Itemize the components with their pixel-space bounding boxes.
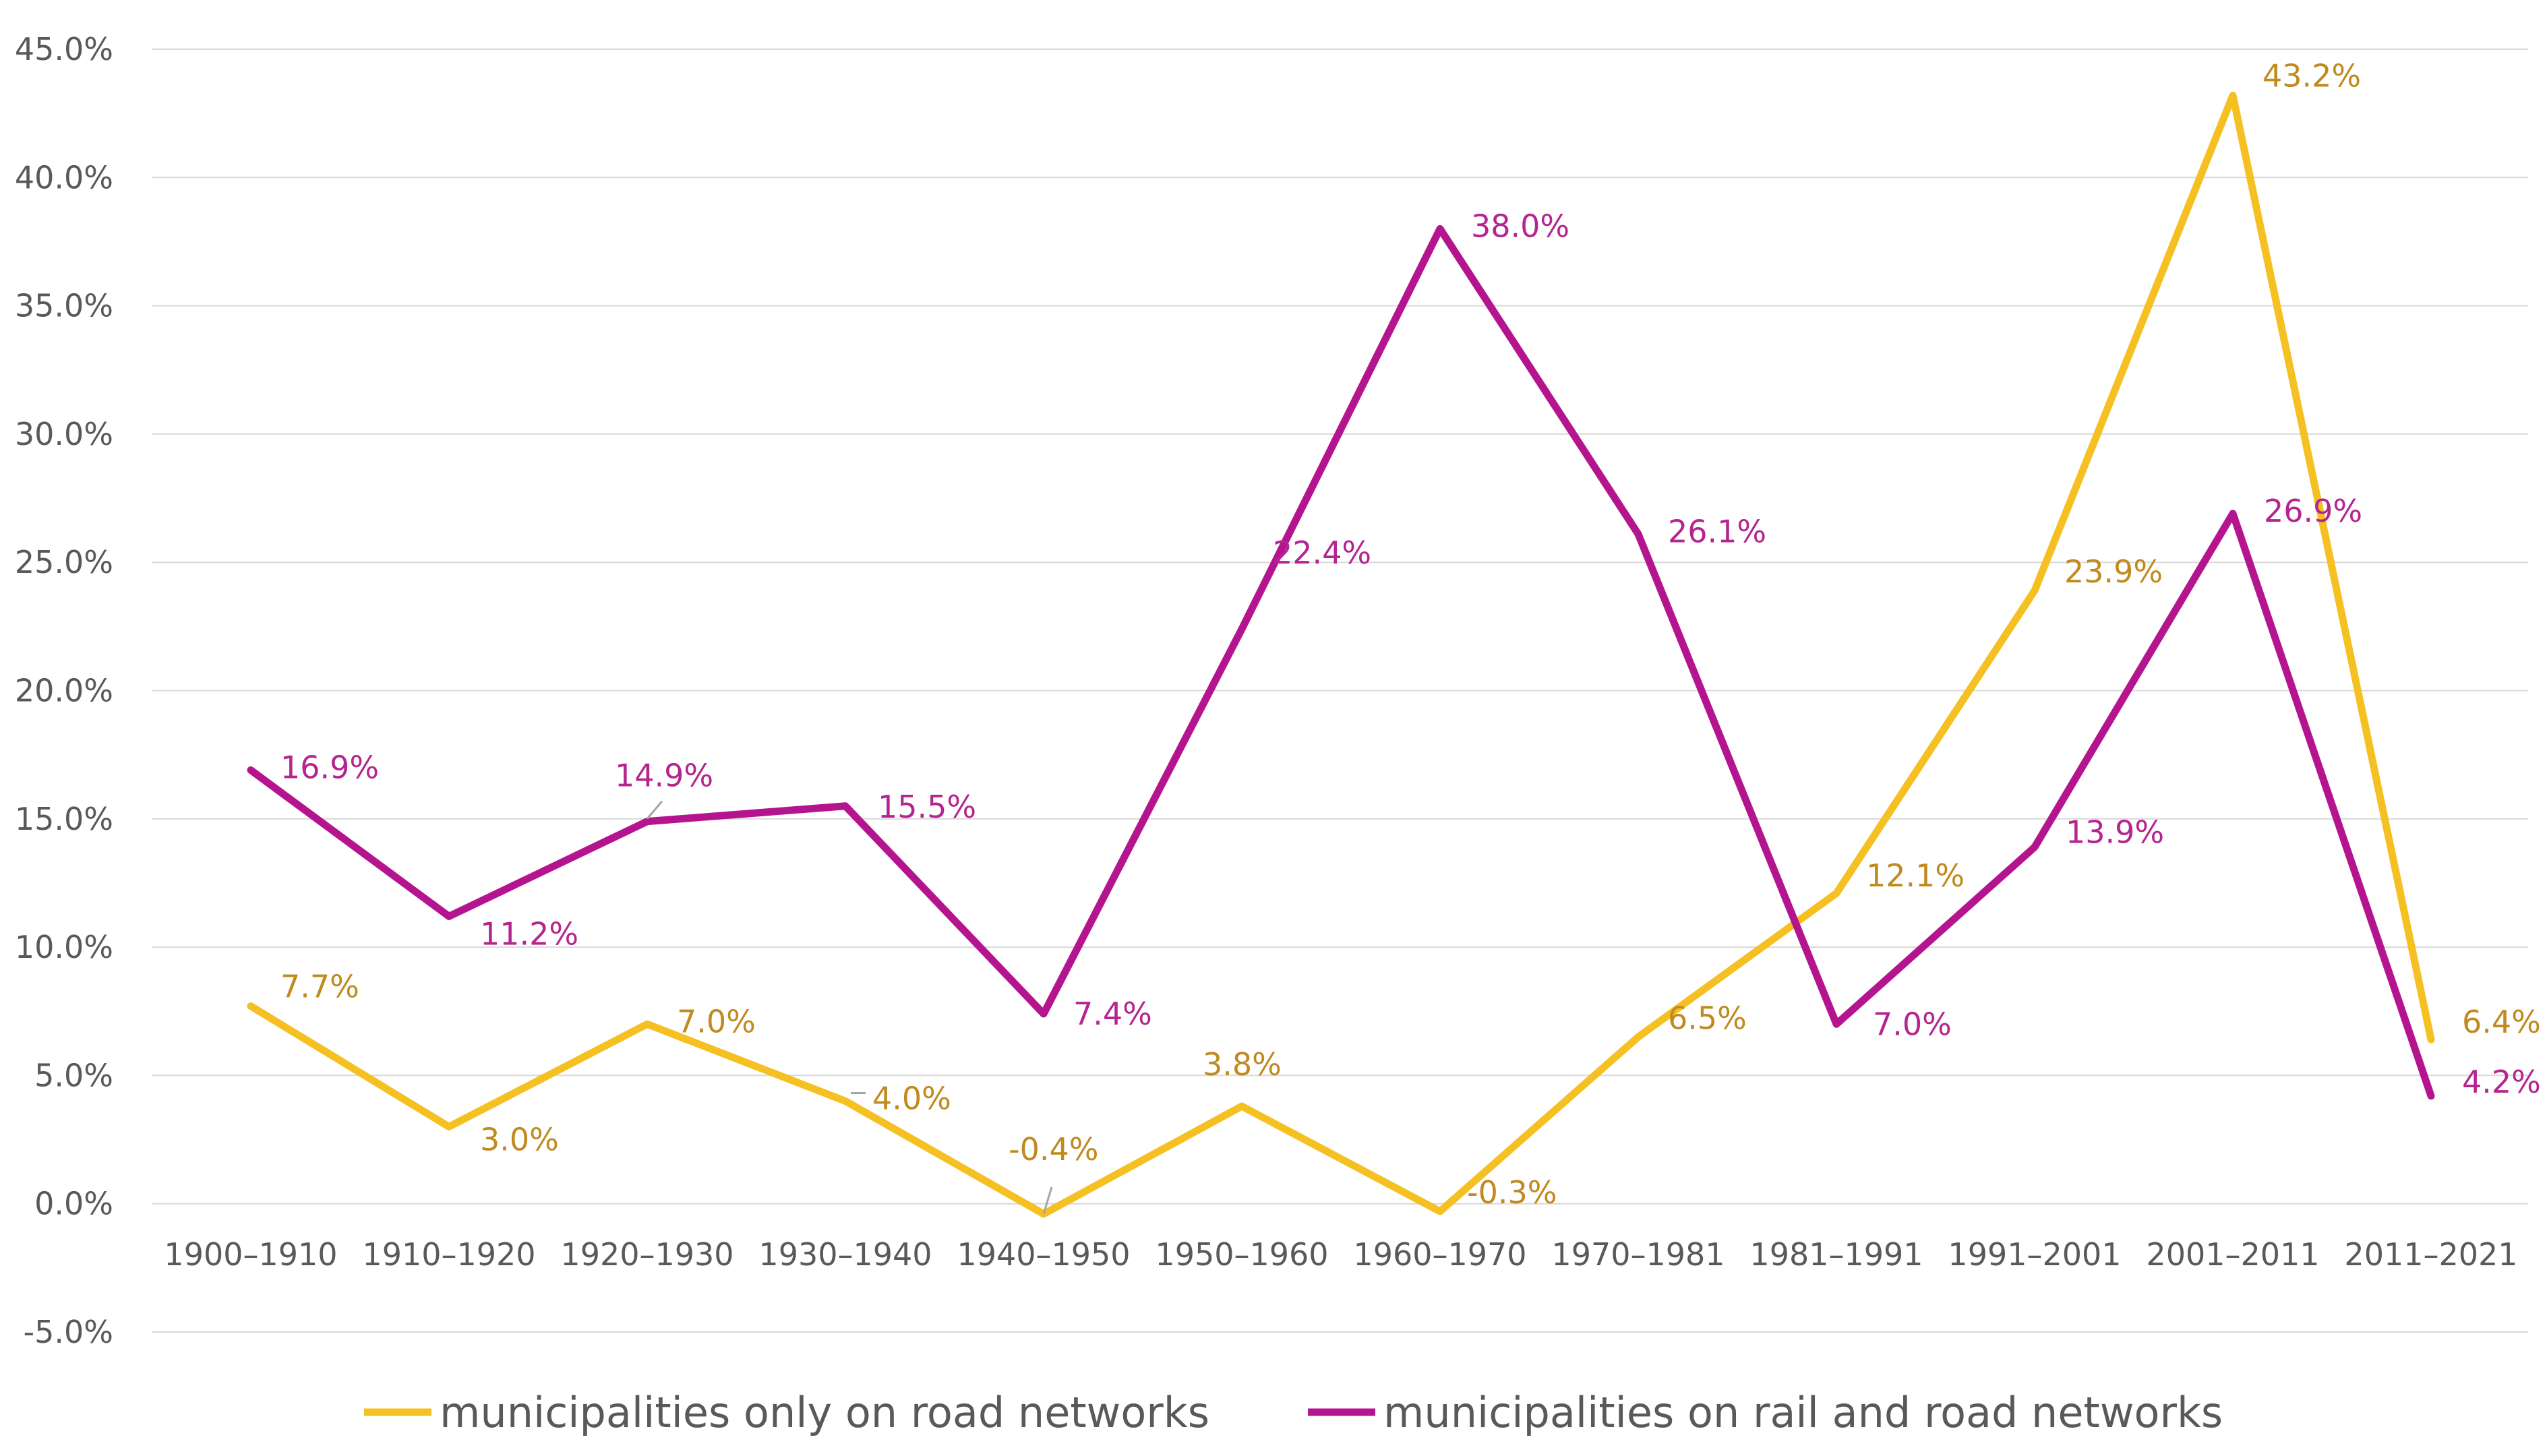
data-label: 16.9%	[280, 749, 379, 785]
series-line-road-only	[247, 92, 2435, 1218]
y-tick-label: -5.0%	[24, 1314, 113, 1350]
x-tick-label: 2011–2021	[2344, 1236, 2517, 1273]
y-tick-label: 35.0%	[15, 288, 113, 324]
leader-line	[1042, 1186, 1053, 1215]
x-tick-label: 2001–2011	[2146, 1236, 2319, 1273]
data-label: 6.4%	[2462, 1004, 2541, 1040]
x-tick-label: 1991–2001	[1948, 1236, 2121, 1273]
gridlines	[152, 49, 2528, 1333]
data-label: 38.0%	[1471, 208, 1569, 244]
y-tick-label: 20.0%	[15, 673, 113, 709]
data-label: 3.8%	[1203, 1046, 1282, 1083]
data-label: 15.5%	[878, 789, 976, 825]
y-tick-label: 40.0%	[15, 159, 113, 195]
data-label: 11.2%	[480, 915, 578, 952]
data-label: 13.9%	[2066, 814, 2164, 851]
y-tick-label: 45.0%	[15, 31, 113, 67]
data-label: -0.3%	[1467, 1174, 1557, 1211]
data-label: -0.4%	[1009, 1131, 1098, 1167]
y-tick-label: 5.0%	[34, 1057, 113, 1093]
x-tick-label: 1910–1920	[362, 1236, 535, 1273]
data-label: 7.7%	[280, 969, 359, 1005]
y-axis-ticks: 45.0% 40.0% 35.0% 30.0% 25.0% 20.0% 15.0% 10.0%…	[15, 31, 113, 1350]
data-label: 3.0%	[480, 1122, 559, 1158]
data-label: 7.0%	[677, 1003, 756, 1039]
x-axis-ticks: 1900–1910 1910–1920 1920–1930 1930–1940 1940…	[164, 1236, 2517, 1273]
legend-label: municipalities only on road networks	[440, 1388, 1209, 1437]
series-lines	[247, 92, 2435, 1218]
x-tick-label: 1930–1940	[758, 1236, 932, 1273]
data-label: 12.1%	[1866, 857, 1965, 894]
data-label: 14.9%	[615, 758, 713, 794]
data-label: 26.1%	[1668, 513, 1766, 549]
data-label: 6.5%	[1668, 1000, 1747, 1036]
x-tick-label: 1981–1991	[1749, 1236, 1923, 1273]
data-label: 22.4%	[1273, 535, 1371, 571]
legend: municipalities only on road networks muni…	[364, 1388, 2223, 1437]
data-label: 7.0%	[1873, 1006, 1952, 1042]
y-tick-label: 25.0%	[15, 544, 113, 580]
legend-label: municipalities on rail and road networks	[1383, 1388, 2223, 1437]
x-tick-label: 1900–1910	[164, 1236, 337, 1273]
leader-line	[646, 800, 663, 820]
x-tick-label: 1960–1970	[1353, 1236, 1526, 1273]
series-line-rail-and-road	[247, 224, 2435, 1100]
y-tick-label: 10.0%	[15, 929, 113, 965]
data-label: 43.2%	[2263, 58, 2361, 94]
data-label: 23.9%	[2064, 553, 2163, 590]
y-tick-label: 15.0%	[15, 801, 113, 837]
x-tick-label: 1970–1981	[1551, 1236, 1725, 1273]
data-label: 26.9%	[2264, 493, 2362, 529]
data-label: 7.4%	[1073, 996, 1152, 1032]
data-label: 4.2%	[2462, 1064, 2541, 1100]
y-tick-label: 30.0%	[15, 416, 113, 452]
y-tick-label: 0.0%	[34, 1186, 113, 1222]
x-tick-label: 1940–1950	[957, 1236, 1130, 1273]
data-labels: 7.7% 3.0% 7.0% 4.0% -0.4% 3.8% -0.3% 6.5% 12.1% 2…	[280, 58, 2541, 1215]
x-tick-label: 1950–1960	[1155, 1236, 1328, 1273]
x-tick-label: 1920–1930	[560, 1236, 733, 1273]
data-label: 4.0%	[872, 1080, 951, 1116]
